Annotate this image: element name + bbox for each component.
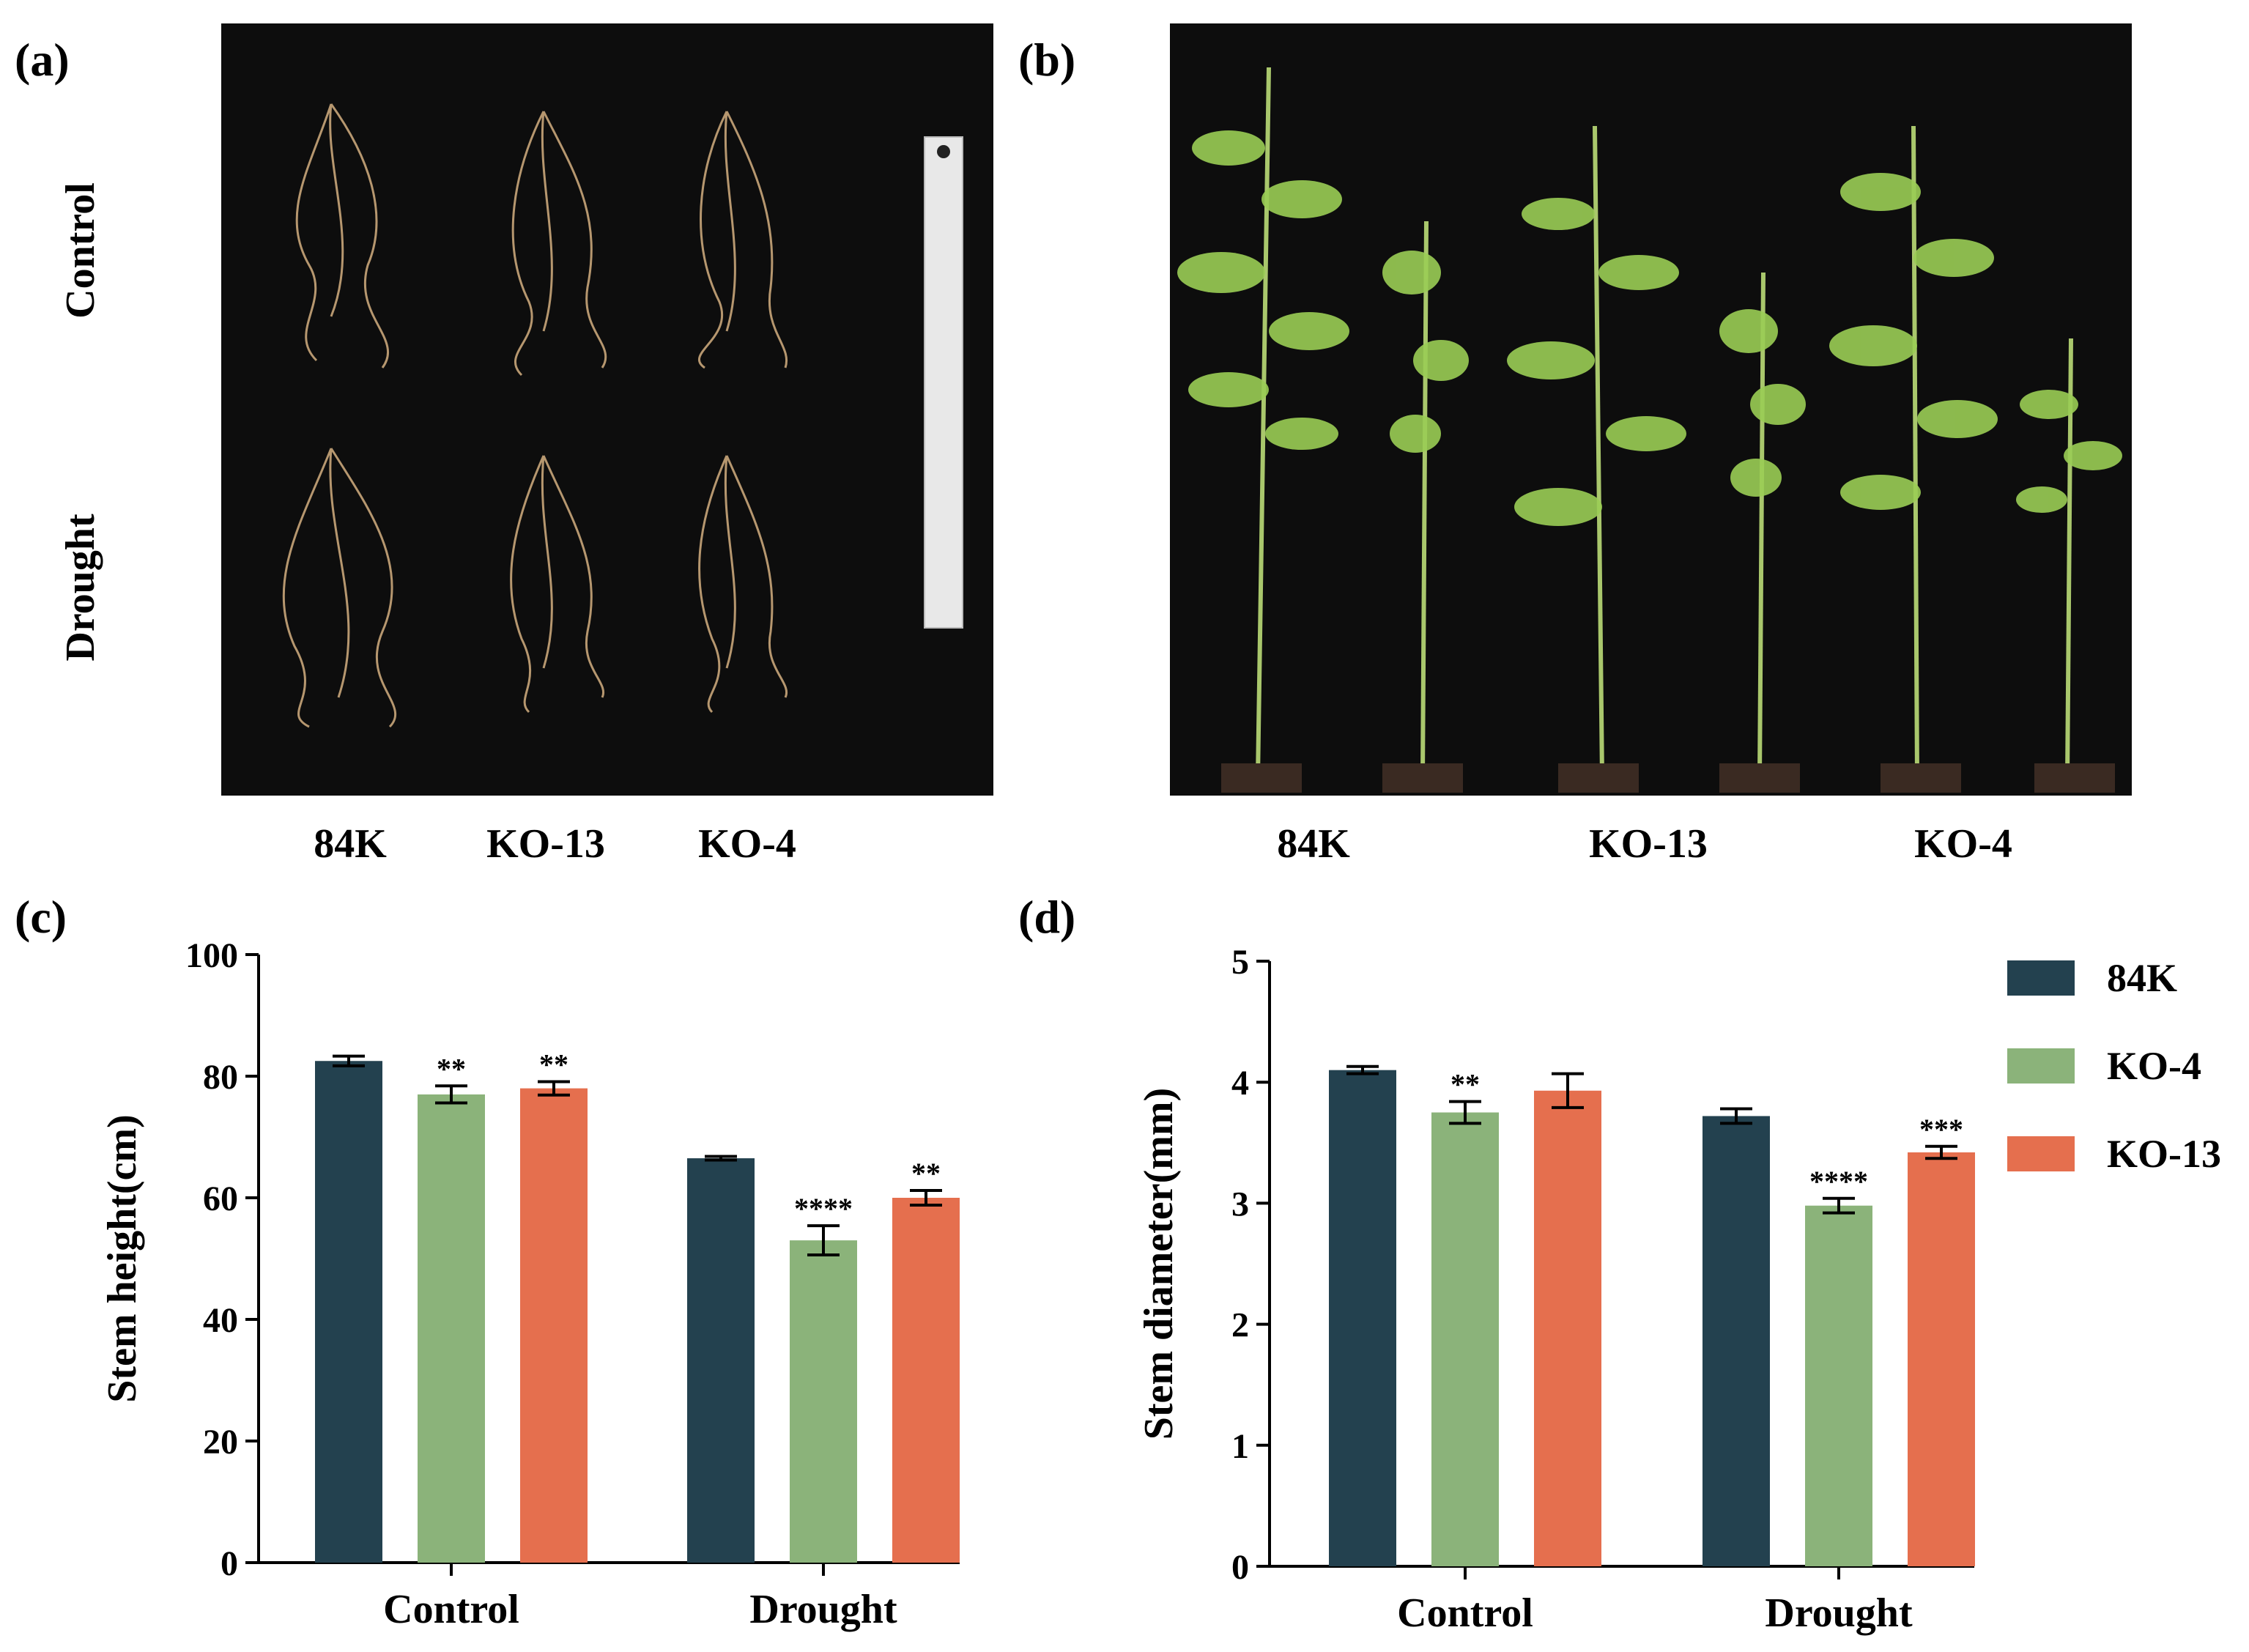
x-tick-label-control: Control [1397, 1590, 1533, 1636]
bar-84k-control [315, 1061, 382, 1563]
y-tick-label: 100 [185, 936, 238, 975]
error-bar [538, 1080, 570, 1097]
legend-label-84k: 84K [2107, 956, 2178, 1000]
x-tick-label-control: Control [383, 1587, 519, 1632]
y-tick-label: 80 [203, 1058, 238, 1097]
bar-84k-drought [1703, 1116, 1770, 1566]
bar-ko-13-drought [892, 1198, 960, 1563]
bar-ko-13-drought [1908, 1152, 1975, 1566]
y-tick-label: 4 [1231, 1064, 1249, 1103]
error-bar [910, 1189, 942, 1207]
legend-swatch-ko13 [2007, 1136, 2075, 1171]
bar-ko-13-control [1534, 1090, 1601, 1566]
seedlings-photo-illustration [1170, 23, 2132, 796]
panel-label-d: (d) [1018, 891, 1076, 943]
col-label-b-ko4: KO-4 [1914, 821, 2012, 867]
legend-item-ko13: KO-13 [2007, 1132, 2221, 1176]
y-tick-label: 1 [1231, 1427, 1249, 1466]
bar-84k-control [1329, 1070, 1396, 1566]
roots-photo [221, 23, 993, 796]
col-label-a-ko4: KO-4 [698, 821, 796, 867]
significance-marker: ** [911, 1157, 941, 1190]
legend-swatch-ko4 [2007, 1048, 2075, 1084]
significance-marker: *** [1919, 1113, 1963, 1146]
error-bar [1925, 1144, 1957, 1160]
y-axis-label: Stem diameter(mm) [1139, 1088, 1182, 1440]
col-label-b-ko13: KO-13 [1589, 821, 1708, 867]
error-bar [705, 1155, 737, 1162]
error-bar [435, 1084, 467, 1105]
row-label-drought: Drought [58, 514, 103, 662]
error-bar [1823, 1196, 1855, 1215]
y-tick-label: 2 [1231, 1306, 1249, 1345]
y-tick-label: 0 [221, 1544, 238, 1583]
legend-item-ko4: KO-4 [2007, 1044, 2221, 1088]
x-tick-label-drought: Drought [749, 1587, 897, 1632]
significance-marker: ** [539, 1048, 568, 1081]
y-tick-label: 40 [203, 1301, 238, 1340]
col-label-a-ko13: KO-13 [486, 821, 605, 867]
y-tick-label: 20 [203, 1423, 238, 1462]
legend-label-ko4: KO-4 [2107, 1044, 2201, 1088]
stem-height-chart: 0 20 40 60 80 100 Stem height(cm) Control Drough… [103, 936, 960, 1632]
error-bar [333, 1054, 365, 1067]
row-label-control: Control [58, 182, 103, 319]
panel-label-c: (c) [15, 891, 67, 943]
y-tick-label: 60 [203, 1179, 238, 1218]
col-label-b-84k: 84K [1277, 821, 1350, 867]
significance-marker: **** [794, 1192, 853, 1225]
panel-label-a: (a) [15, 34, 70, 86]
bar-ko-13-control [520, 1088, 588, 1563]
bar-ko-4-drought [1805, 1205, 1872, 1566]
error-bar [1720, 1107, 1752, 1125]
significance-marker: ** [437, 1052, 466, 1085]
bar-ko-4-drought [790, 1240, 857, 1563]
error-bar [1346, 1064, 1379, 1075]
significance-marker: **** [1809, 1165, 1868, 1198]
seedlings-photo [1170, 23, 2132, 796]
legend-label-ko13: KO-13 [2107, 1132, 2221, 1176]
y-tick-label: 5 [1231, 943, 1249, 982]
error-bar [807, 1224, 840, 1257]
bar-ko-4-control [418, 1094, 485, 1563]
legend-item-84k: 84K [2007, 956, 2221, 1000]
error-bar [1552, 1072, 1584, 1109]
x-tick-label-drought: Drought [1765, 1590, 1913, 1636]
error-bar [1449, 1100, 1481, 1125]
col-label-a-84k: 84K [314, 821, 387, 867]
significance-marker: ** [1450, 1068, 1480, 1101]
panel-label-b: (b) [1018, 34, 1076, 86]
legend: 84K KO-4 KO-13 [2007, 956, 2221, 1220]
y-tick-label: 3 [1231, 1185, 1249, 1223]
bar-84k-drought [687, 1158, 755, 1563]
bar-ko-4-control [1431, 1112, 1499, 1566]
y-axis-label: Stem height(cm) [103, 1114, 145, 1402]
legend-swatch-84k [2007, 960, 2075, 996]
y-tick-label: 0 [1231, 1548, 1249, 1587]
roots-photo-illustration [221, 23, 993, 796]
